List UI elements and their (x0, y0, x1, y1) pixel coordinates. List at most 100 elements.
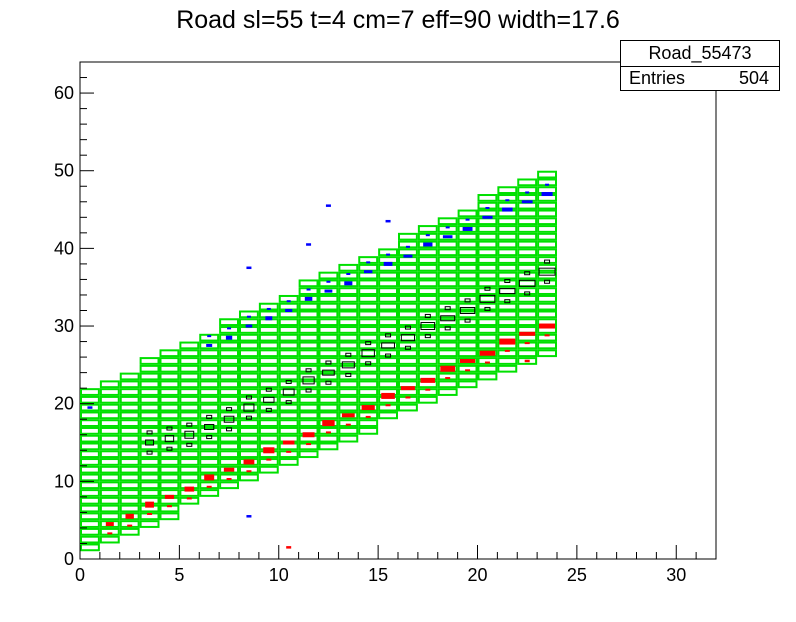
road-bin (99, 434, 120, 443)
road-bin (477, 349, 498, 358)
black-hit (341, 361, 355, 369)
road-bin (338, 395, 359, 404)
road-bin (497, 248, 518, 257)
black-hit (302, 376, 315, 385)
road-bin (199, 403, 220, 412)
road-bin (80, 458, 100, 466)
red-hit (465, 369, 471, 372)
x-tick-label: 20 (467, 565, 487, 585)
road-bin (517, 294, 538, 303)
red-hit (524, 342, 530, 345)
red-hit (226, 478, 232, 481)
black-hit (524, 271, 531, 276)
red-hit (345, 423, 351, 426)
road-bin (398, 279, 418, 288)
road-bin (477, 225, 498, 233)
road-bin (537, 341, 557, 350)
road-bin (119, 520, 140, 528)
red-hit (107, 532, 113, 535)
road-bin (477, 341, 498, 350)
blue-hit (246, 315, 251, 318)
black-hit (164, 435, 175, 443)
road-layer (80, 170, 557, 552)
road-bin (99, 450, 120, 459)
outlier-hit (524, 359, 530, 363)
road-bin (298, 411, 319, 420)
road-bin (99, 535, 120, 544)
black-hit (484, 286, 491, 291)
blue-hit (304, 296, 313, 301)
road-bin (278, 426, 299, 435)
road-bin (179, 458, 200, 466)
road-bin (258, 341, 279, 350)
road-bin (179, 426, 200, 435)
road-bin (537, 302, 557, 311)
black-hit (206, 435, 213, 440)
road-bin (437, 388, 458, 396)
road-bin (318, 434, 339, 443)
red-hit (186, 497, 192, 500)
road-bin (239, 372, 259, 381)
road-bin (358, 395, 379, 404)
road-bin (318, 310, 339, 319)
road-bin (437, 318, 458, 327)
black-hit (504, 278, 511, 283)
road-bin (219, 434, 239, 443)
red-hit (361, 405, 375, 411)
road-bin (338, 403, 359, 412)
red-hit (519, 331, 536, 336)
road-bin (417, 248, 438, 257)
black-hit (499, 288, 516, 295)
road-bin (338, 333, 359, 342)
outlier-hit (306, 243, 312, 246)
road-bin (338, 271, 359, 280)
road-bin (497, 232, 518, 241)
road-bin (258, 411, 279, 420)
red-hit (246, 470, 252, 473)
road-bin (457, 326, 478, 334)
road-bin (278, 326, 299, 334)
blue-hit (386, 253, 391, 256)
road-bin (80, 489, 100, 497)
x-tick-label: 0 (75, 565, 85, 585)
black-hit (186, 422, 193, 427)
road-bin (477, 263, 498, 272)
black-hit (263, 396, 275, 403)
road-bin (159, 395, 180, 404)
road-bin (80, 512, 100, 521)
road-bin (358, 333, 379, 342)
red-hit (539, 323, 556, 329)
road-bin (99, 411, 120, 420)
road-bin (219, 450, 239, 459)
blue-hit (423, 242, 433, 247)
stats-entries-value: 504 (738, 68, 769, 88)
road-bin (417, 302, 438, 311)
road-bin (139, 465, 160, 474)
road-bin (80, 473, 100, 482)
road-bin (417, 357, 438, 365)
black-hit (424, 313, 431, 318)
blue-hit (324, 289, 333, 293)
road-bin (179, 473, 200, 482)
road-bin (219, 419, 239, 427)
road-bin (318, 426, 339, 435)
black-hit (325, 360, 332, 365)
black-hit (245, 415, 252, 420)
road-bin (159, 403, 180, 412)
road-bin (437, 256, 458, 264)
road-bin (179, 411, 200, 420)
blue-hit (482, 215, 493, 219)
road-bin (517, 194, 538, 202)
blue-hit (502, 207, 513, 212)
road-bin (199, 388, 220, 396)
road-bin (417, 349, 438, 358)
red-hit (322, 420, 335, 427)
road-bin (139, 411, 160, 420)
road-bin (298, 302, 319, 311)
road-bin (417, 232, 438, 241)
road-bin (179, 434, 200, 443)
y-tick-label: 0 (64, 549, 74, 569)
road-bin (119, 496, 140, 505)
road-bin (159, 426, 180, 435)
road-bin (437, 349, 458, 358)
